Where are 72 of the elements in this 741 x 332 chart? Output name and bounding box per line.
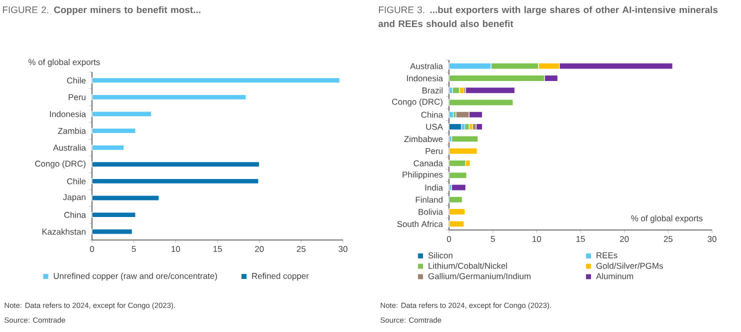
y-tick-label: Congo (DRC)	[35, 160, 86, 168]
legend-label: Gold/Silver/PGMs	[596, 262, 663, 269]
y-tick-label: USA	[426, 124, 443, 130]
y-tick-label: Brazil	[422, 87, 442, 94]
x-tick-label: 5	[490, 236, 495, 242]
x-tick-label: 30	[338, 246, 348, 252]
x-axis-title: % of global exports	[28, 58, 100, 67]
y-tick-label: Japan	[63, 194, 86, 202]
y-tick-label: Indonesia	[50, 110, 86, 118]
legend-label: Gallium/Germanium/Indium	[428, 272, 530, 280]
y-tick-label: China	[64, 212, 86, 218]
legend-label: Silicon	[428, 252, 452, 258]
bar	[92, 162, 260, 168]
y-tick-label: Canada	[414, 160, 443, 166]
x-tick-label: 25	[296, 246, 306, 252]
x-tick-label: 10	[172, 246, 180, 252]
bar	[451, 184, 466, 191]
bar	[92, 144, 124, 150]
x-tick-label: 20	[620, 236, 629, 242]
x-tick-label: 0	[446, 236, 452, 242]
bar	[92, 128, 136, 134]
x-axis-title: % of global exports	[631, 215, 703, 223]
bar	[452, 87, 460, 94]
y-tick-label: Bolivia	[418, 208, 443, 215]
legend-label: Aluminum	[596, 272, 634, 280]
chart-title: FIGURE 2. Copper miners to benefit most...	[2, 6, 200, 16]
bar	[448, 99, 514, 106]
bar	[448, 220, 464, 228]
x-tick-label: 0	[90, 246, 94, 252]
y-tick-label: Zambia	[58, 128, 86, 134]
y-tick-label: Finland	[416, 196, 442, 203]
legend-label: Refined copper	[252, 272, 309, 281]
y-tick-label: Chile	[67, 178, 86, 184]
y-tick-label: China	[421, 112, 443, 118]
bar	[448, 148, 478, 154]
bar	[92, 78, 340, 84]
bar	[92, 111, 152, 117]
y-tick-label: India	[425, 184, 443, 191]
y-tick-label: Kazakhstan	[42, 228, 86, 235]
y-tick-label: Indonesia	[407, 75, 443, 82]
y-tick-label: South Africa	[397, 220, 443, 228]
bar	[448, 123, 462, 130]
legend-label: REEs	[596, 252, 618, 258]
x-tick-label: 10	[532, 236, 542, 242]
x-tick-label: 30	[708, 236, 716, 242]
x-tick-label: 5	[132, 246, 136, 252]
legend-label: Unrefined copper (raw and ore/concentrate)	[54, 272, 217, 281]
x-tick-label: 15	[576, 236, 585, 242]
x-tick-label: 15	[213, 246, 222, 252]
bar	[465, 87, 516, 94]
bar	[92, 212, 136, 218]
y-tick-label: Congo (DRC)	[392, 98, 442, 106]
bar	[92, 94, 246, 100]
chart-title: FIGURE 3. ...but exporters with large shares of other AI-intensive minerals and REEs should also benefit	[378, 6, 718, 28]
bar	[92, 178, 259, 184]
y-tick-label: Australia	[410, 62, 443, 70]
bar	[476, 123, 483, 130]
bar	[92, 228, 132, 234]
x-tick-label: 20	[255, 246, 264, 252]
legend-label: Lithium/Cobalt/Nickel	[428, 262, 507, 269]
x-tick-label: 25	[664, 236, 673, 242]
y-tick-label: Philippines	[402, 171, 443, 180]
bar	[92, 195, 160, 201]
bar	[448, 196, 462, 203]
bar	[448, 172, 467, 179]
y-tick-label: Peru	[68, 94, 86, 100]
y-tick-label: Australia	[53, 144, 86, 151]
y-tick-label: Chile	[67, 77, 86, 84]
y-tick-label: Peru	[426, 148, 442, 154]
y-tick-label: Zimbabwe	[404, 136, 443, 142]
bar	[451, 136, 478, 142]
bar	[448, 208, 466, 216]
